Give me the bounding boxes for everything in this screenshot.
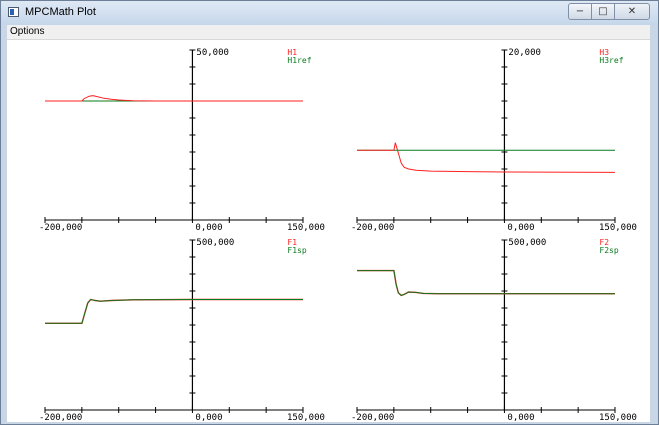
- plot-area: -200,000 0,000 150,000 50,000 H1 H1ref -200,00…: [7, 40, 650, 422]
- series-line-F1sp: [45, 298, 303, 324]
- x-min-tick-label: -200,000: [39, 413, 82, 422]
- legend-series-a: H1: [287, 48, 297, 57]
- y-max-tick-label: 20,000: [508, 48, 541, 58]
- x-zero-tick-label: 0,000: [195, 223, 222, 233]
- close-button[interactable]: ✕: [614, 3, 650, 20]
- window-title: MPCMath Plot: [25, 6, 96, 18]
- legend-series-b: F1sp: [287, 246, 306, 255]
- x-zero-tick-label: 0,000: [507, 413, 534, 422]
- minimize-button[interactable]: −: [568, 3, 592, 20]
- legend-series-a: H3: [599, 48, 609, 57]
- legend-series-b: H3ref: [599, 56, 623, 65]
- x-min-tick-label: -200,000: [351, 413, 394, 422]
- close-icon: ✕: [627, 6, 637, 17]
- series-line-H3: [357, 142, 616, 173]
- x-zero-tick-label: 0,000: [195, 413, 222, 422]
- minimize-icon: −: [575, 6, 585, 17]
- legend-series-a: F1: [287, 238, 297, 247]
- app-icon[interactable]: [8, 7, 19, 17]
- menu-options[interactable]: Options: [10, 26, 45, 37]
- series-line-F1: [45, 298, 303, 324]
- x-max-tick-label: 150,000: [599, 413, 637, 422]
- menu-bar: Options: [7, 25, 650, 40]
- x-min-tick-label: -200,000: [351, 223, 394, 233]
- maximize-icon: □: [598, 6, 608, 17]
- y-max-tick-label: 50,000: [196, 48, 229, 58]
- series-line-F2sp: [357, 270, 615, 296]
- maximize-button[interactable]: □: [591, 3, 615, 20]
- legend-series-a: F2: [599, 238, 609, 247]
- legend-series-b: H1ref: [287, 56, 311, 65]
- title-bar[interactable]: MPCMath Plot − □ ✕: [1, 1, 658, 25]
- x-zero-tick-label: 0,000: [507, 223, 534, 233]
- y-max-tick-label: 500,000: [196, 238, 234, 248]
- x-max-tick-label: 150,000: [599, 223, 637, 233]
- legend-series-b: F2sp: [599, 246, 618, 255]
- x-max-tick-label: 150,000: [287, 413, 325, 422]
- x-max-tick-label: 150,000: [287, 223, 325, 233]
- x-min-tick-label: -200,000: [39, 223, 82, 233]
- y-max-tick-label: 500,000: [508, 238, 546, 248]
- series-line-H1: [45, 95, 303, 102]
